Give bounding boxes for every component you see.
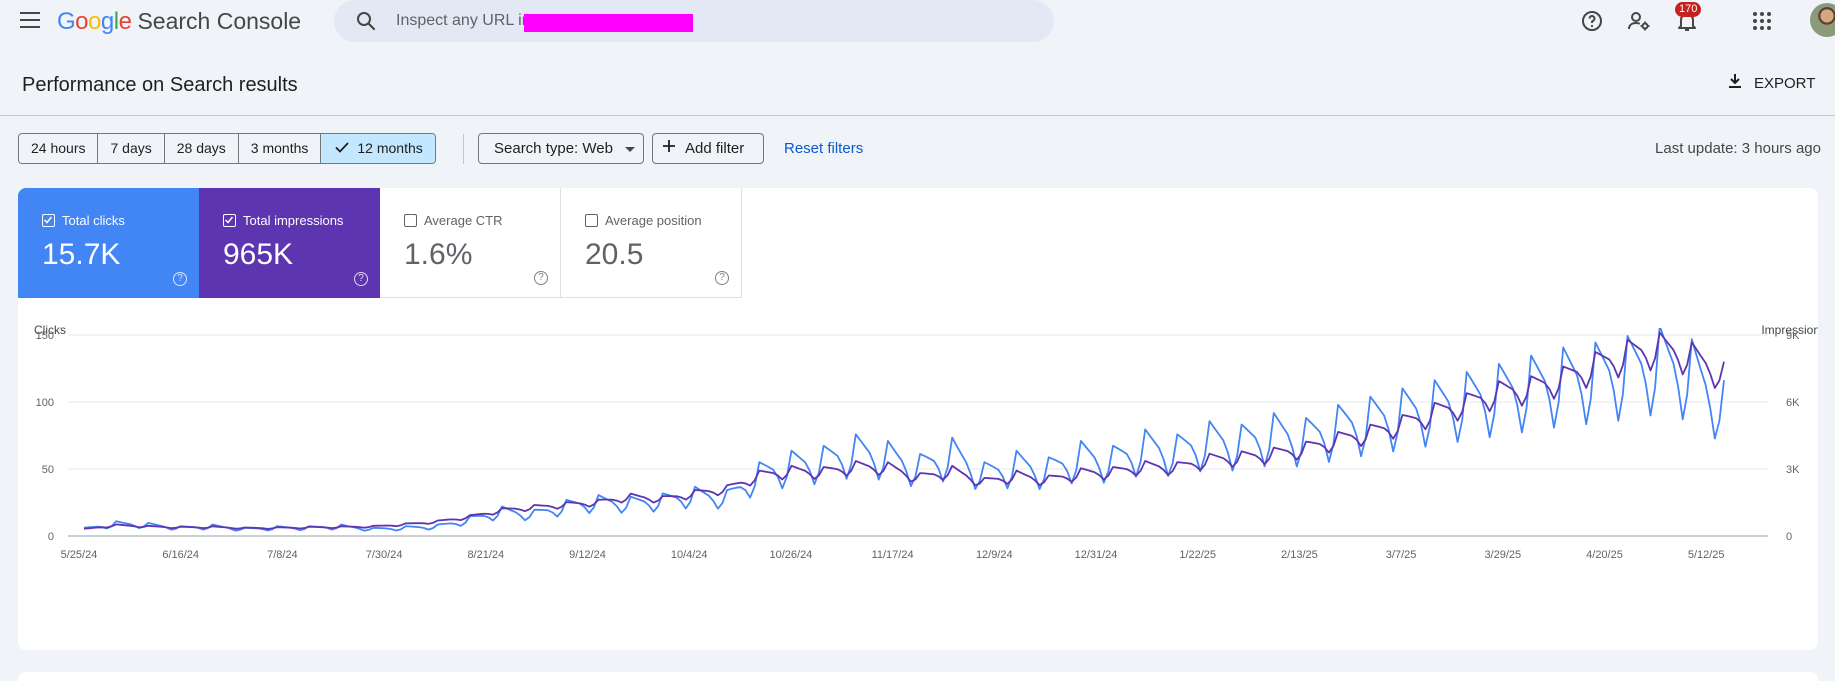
x-tick-label: 7/30/24 <box>366 549 403 561</box>
y-tick-label-right: 6K <box>1786 397 1800 409</box>
range-28-days[interactable]: 28 days <box>164 134 239 163</box>
metric-label: Average position <box>605 213 702 228</box>
url-inspection-search[interactable] <box>334 0 1054 42</box>
last-update-text: Last update: 3 hours ago <box>1655 140 1821 157</box>
metric-total-clicks[interactable]: Total clicks 15.7K ? <box>18 188 199 298</box>
menu-icon[interactable] <box>18 10 42 30</box>
y-tick-label-right: 3K <box>1786 464 1800 476</box>
metric-average-position[interactable]: Average position 20.5 ? <box>561 188 742 298</box>
product-name: Search Console <box>137 8 302 34</box>
export-button[interactable]: EXPORT <box>1726 72 1815 94</box>
reset-filters-link[interactable]: Reset filters <box>784 140 864 157</box>
search-type-label: Search type: Web <box>494 140 613 157</box>
x-tick-label: 7/8/24 <box>267 549 298 561</box>
metric-label: Total impressions <box>243 213 344 228</box>
x-tick-label: 10/4/24 <box>671 549 708 561</box>
y-tick-label-left: 0 <box>48 531 54 543</box>
x-tick-label: 12/9/24 <box>976 549 1013 561</box>
header-divider <box>0 115 1835 116</box>
help-icon[interactable] <box>1578 7 1606 35</box>
x-tick-label: 1/22/25 <box>1179 549 1216 561</box>
metric-label: Average CTR <box>424 213 503 228</box>
range-7-days[interactable]: 7 days <box>98 134 165 163</box>
metric-value: 15.7K <box>42 238 121 271</box>
x-tick-label: 8/21/24 <box>467 549 504 561</box>
search-icon[interactable] <box>354 9 378 33</box>
redacted-property-name <box>524 14 693 32</box>
metric-value: 1.6% <box>404 238 473 271</box>
manage-users-icon[interactable] <box>1625 7 1653 35</box>
x-tick-label: 3/7/25 <box>1386 549 1417 561</box>
filter-separator <box>463 134 464 164</box>
help-icon[interactable]: ? <box>534 271 548 285</box>
range-24-hours[interactable]: 24 hours <box>19 134 99 163</box>
left-axis-title: Clicks <box>34 323 66 337</box>
metric-label: Total clicks <box>62 213 125 228</box>
x-tick-label: 9/12/24 <box>569 549 606 561</box>
top-app-bar: Google Search Console 170 <box>0 0 1835 42</box>
checkbox-unchecked-icon[interactable] <box>585 214 598 227</box>
help-icon[interactable]: ? <box>354 272 368 286</box>
right-axis-title: Impressions <box>1761 323 1818 337</box>
range-3-months[interactable]: 3 months <box>238 134 322 163</box>
y-tick-label-left: 50 <box>42 464 54 476</box>
metric-total-impressions[interactable]: Total impressions 965K ? <box>199 188 380 298</box>
series-line-impressions <box>83 331 1725 530</box>
page-title: Performance on Search results <box>22 74 298 96</box>
search-type-dropdown[interactable]: Search type: Web <box>478 133 644 164</box>
y-tick-label-left: 100 <box>36 397 54 409</box>
queries-table-card <box>18 672 1818 681</box>
x-tick-label: 10/26/24 <box>769 549 812 561</box>
x-tick-label: 6/16/24 <box>162 549 199 561</box>
x-tick-label: 4/20/25 <box>1586 549 1623 561</box>
metric-value: 965K <box>223 238 294 271</box>
date-range-selector: 24 hours 7 days 28 days 3 months 12 mont… <box>18 133 436 164</box>
plus-icon <box>662 134 676 163</box>
x-tick-label: 11/17/24 <box>872 549 914 561</box>
x-tick-label: 2/13/25 <box>1281 549 1318 561</box>
range-12-months[interactable]: 12 months <box>321 134 435 163</box>
performance-card: Total clicks 15.7K ? Total impressions 9… <box>18 188 1818 650</box>
app-logo[interactable]: Google Search Console <box>57 8 301 36</box>
export-label: EXPORT <box>1754 74 1816 92</box>
metric-value: 20.5 <box>585 238 644 271</box>
x-tick-label: 5/25/24 <box>61 549 98 561</box>
notification-count-badge: 170 <box>1675 2 1702 17</box>
help-icon[interactable]: ? <box>715 271 729 285</box>
y-tick-label-left: 150 <box>36 330 54 342</box>
x-tick-label: 5/12/25 <box>1688 549 1725 561</box>
y-tick-label-right: 0 <box>1786 531 1792 543</box>
add-filter-button[interactable]: Add filter <box>652 133 764 164</box>
series-line-clicks <box>83 328 1725 532</box>
checkbox-checked-icon[interactable] <box>42 214 55 227</box>
google-wordmark: Google <box>57 8 132 35</box>
check-icon <box>335 134 350 163</box>
download-icon <box>1726 72 1744 94</box>
metric-average-ctr[interactable]: Average CTR 1.6% ? <box>380 188 561 298</box>
apps-icon[interactable] <box>1748 7 1776 35</box>
range-12-months-label: 12 months <box>357 140 423 156</box>
dropdown-arrow-icon <box>624 134 635 163</box>
help-icon[interactable]: ? <box>173 272 187 286</box>
search-input[interactable] <box>396 12 996 30</box>
performance-chart[interactable]: 0 50 100 150 0 3K 6K 9K 5/25/24 6/16/24 7/8/24 7/30… <box>18 328 1818 648</box>
checkbox-unchecked-icon[interactable] <box>404 214 417 227</box>
checkbox-checked-icon[interactable] <box>223 214 236 227</box>
x-tick-label: 12/31/24 <box>1075 549 1118 561</box>
add-filter-label: Add filter <box>685 140 745 157</box>
y-tick-label-right: 9K <box>1786 330 1800 342</box>
avatar[interactable] <box>1810 3 1835 37</box>
x-tick-label: 3/29/25 <box>1484 549 1521 561</box>
